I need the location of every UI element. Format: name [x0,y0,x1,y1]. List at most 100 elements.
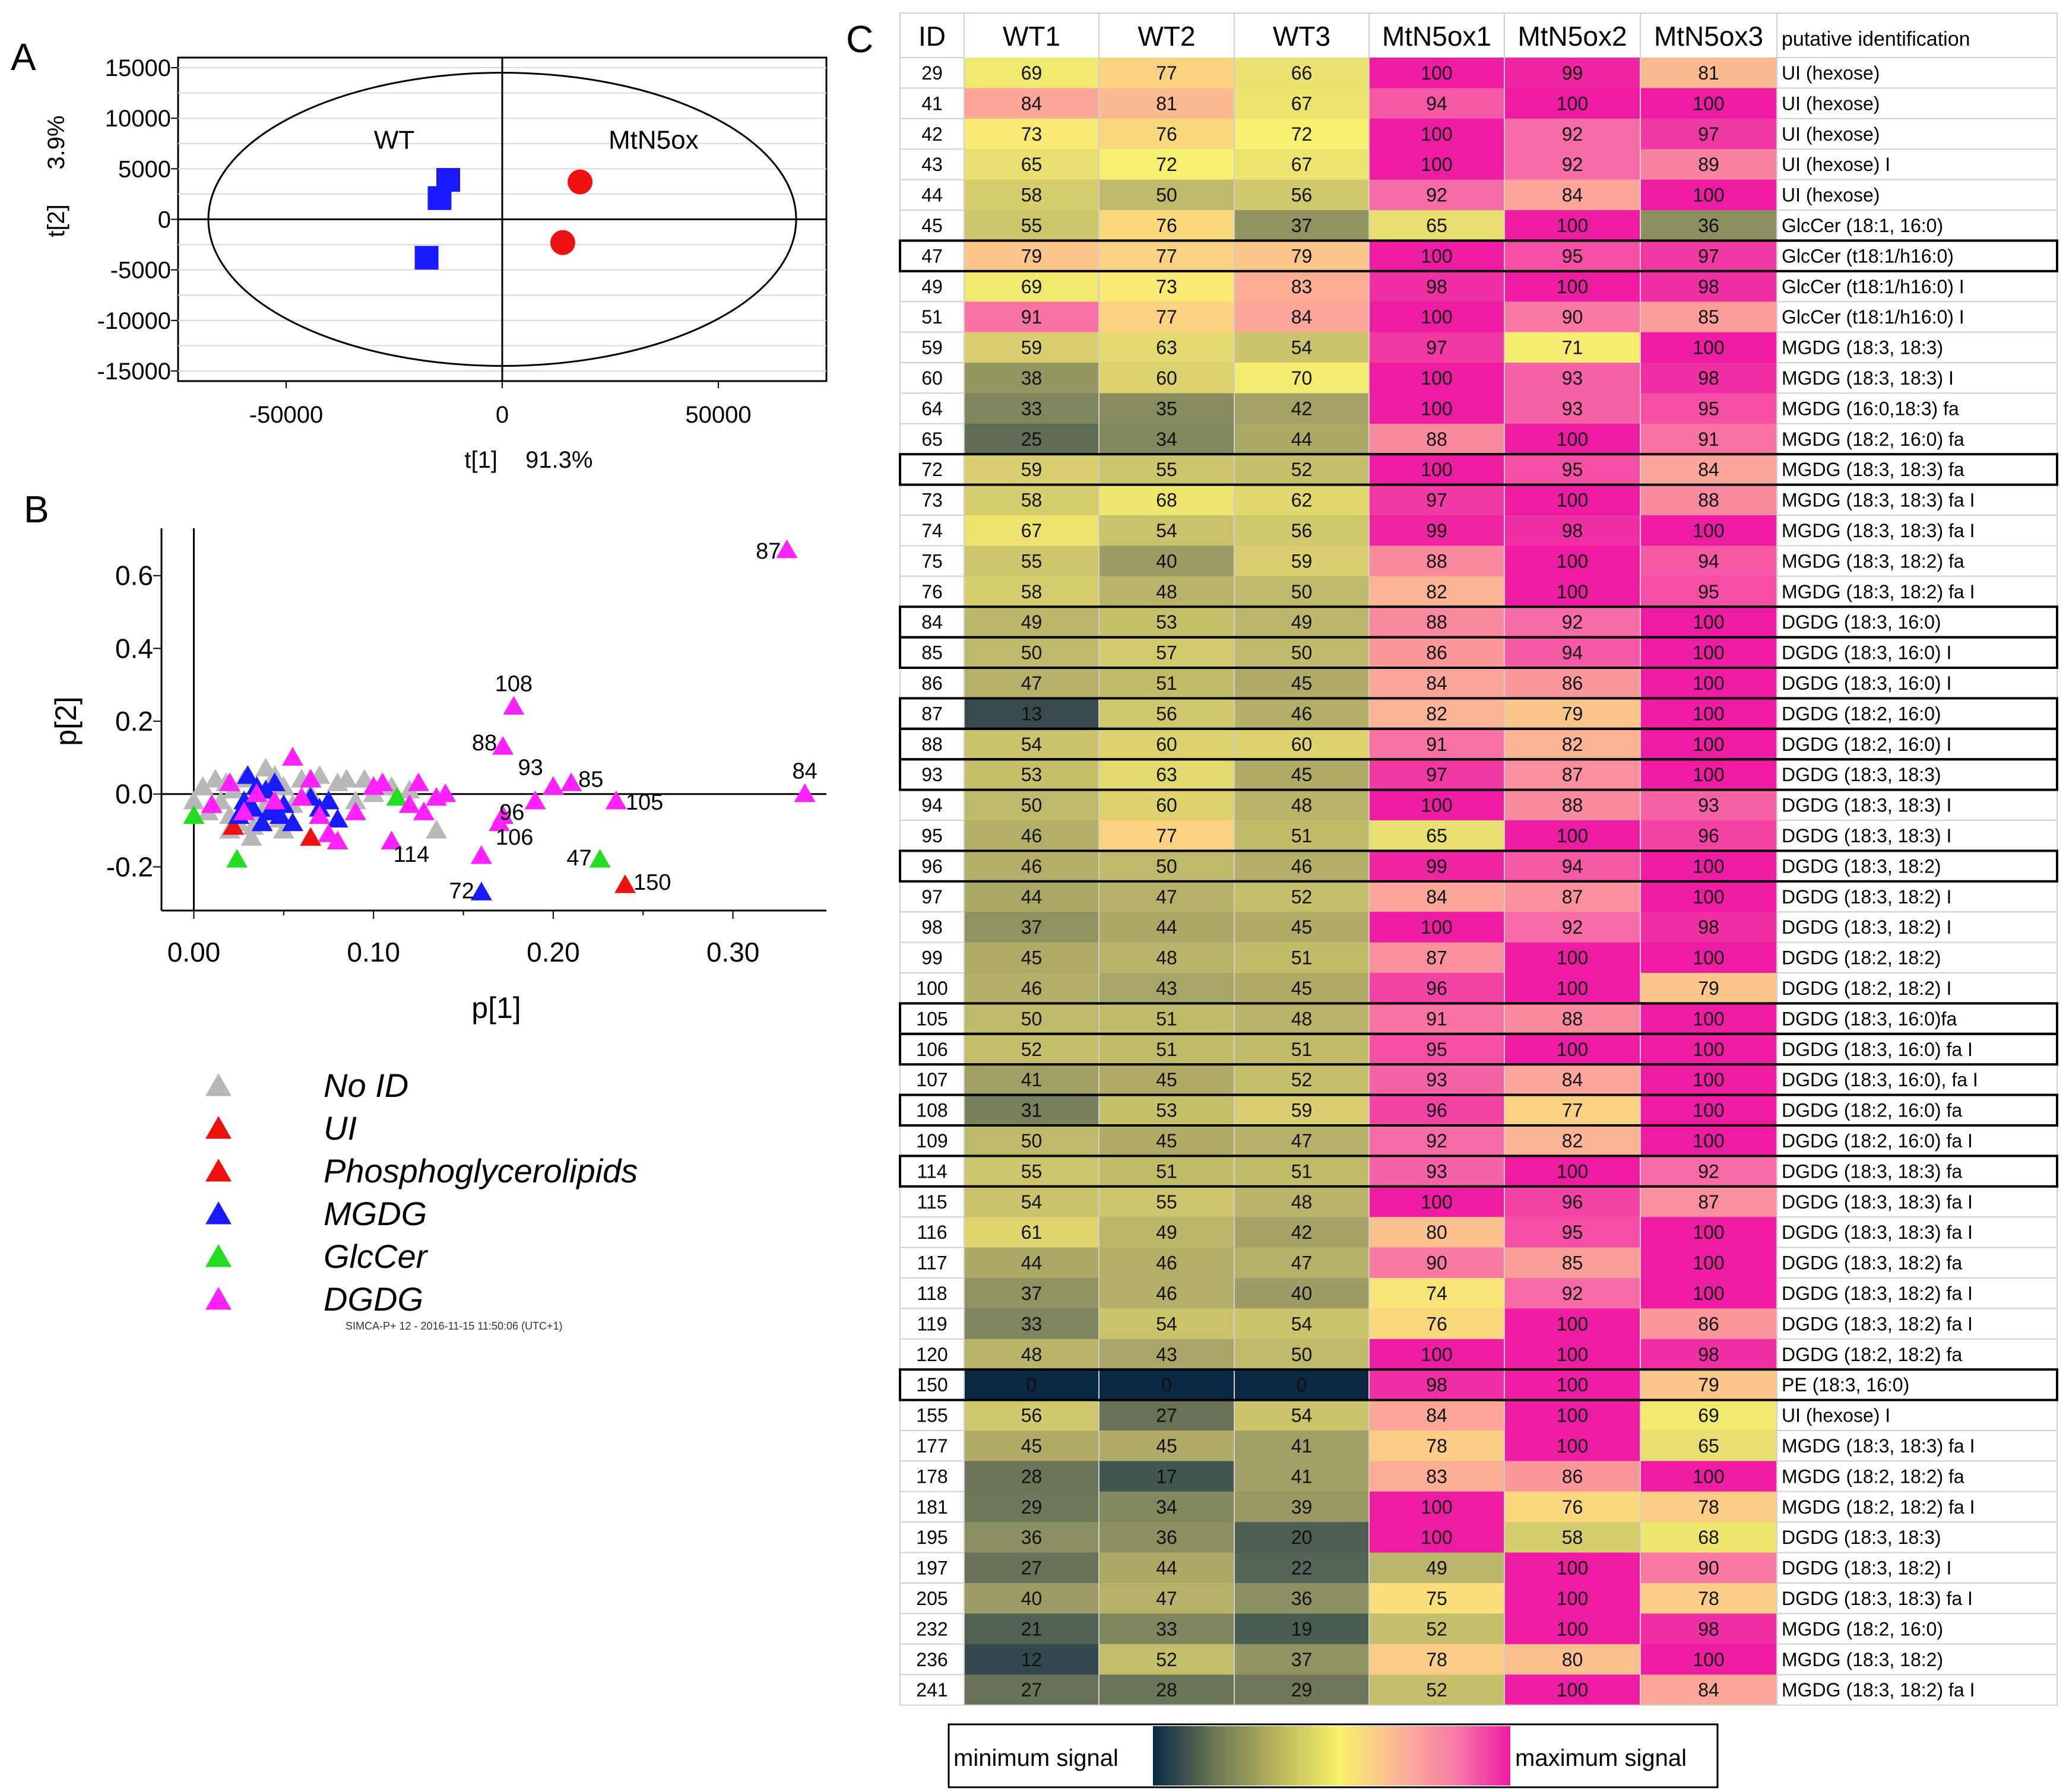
heatmap-cell-value: 85 [1562,1252,1583,1274]
heatmap-cell [964,545,1099,577]
heatmap-cell [1234,454,1369,486]
heatmap-cell-value: 65 [1426,215,1447,236]
heatmap-cell [1640,515,1777,546]
heatmap-cell-value: 96 [1562,1191,1583,1213]
heatmap-row-identification: DGDG (18:3, 18:3) I [1782,795,1951,816]
heatmap-row-identification: UI (hexose) I [1782,1405,1890,1426]
heatmap-cell-value: 72 [1291,123,1313,145]
heatmap-cell [1369,393,1504,424]
heatmap-cell [1640,668,1777,699]
heatmap-cell-value: 45 [1021,947,1042,969]
heatmap-cell-value: 94 [1426,93,1447,114]
heatmap-cell-value: 88 [1426,611,1447,633]
heatmap-cell [964,668,1099,699]
heatmap-cell-value: 72 [1156,154,1177,175]
heatmap-cell [964,515,1099,546]
heatmap-cell-value: 52 [1426,1679,1447,1701]
heatmap-cell-value: 100 [1693,1039,1724,1060]
heatmap-cell-value: 92 [1562,916,1583,938]
heatmap-cell-value: 93 [1562,398,1583,419]
heatmap-cell-value: 33 [1156,1618,1177,1639]
heatmap-cell-value: 54 [1156,520,1177,541]
heatmap-cell [1234,1369,1369,1401]
loading-point-mgdg [264,772,286,791]
heatmap-cell [1234,1217,1369,1248]
heatmap-cell [1369,851,1504,882]
heatmap-cell [1640,1583,1777,1614]
heatmap-cell-value: 50 [1291,642,1313,664]
heatmap-row-identification: MGDG (18:3, 18:2) fa [1782,550,1964,572]
heatmap-row-id: 197 [916,1558,948,1579]
heatmap-column-header: MtN5ox3 [1654,21,1763,52]
heatmap-row-id: 29 [921,62,943,84]
heatmap-row-id: 93 [921,764,943,785]
heatmap-cell [1504,515,1640,546]
heatmap-cell [1234,271,1369,302]
heatmap-cell-value: 95 [1562,245,1583,267]
heatmap-cell-value: 45 [1291,978,1313,999]
loading-plot-legend: No ID UI Phosphoglycerolipids MGDG GlcCer DGD… [205,1067,638,1318]
loading-point-dgdg [398,794,420,813]
heatmap-cell [1640,58,1777,88]
heatmap-cell-value: 84 [1426,886,1447,908]
heatmap-column-header: putative identification [1782,28,1970,50]
loading-point-label: 87 [756,539,781,564]
heatmap-cell-value: 40 [1021,1588,1042,1609]
heatmap-cell-value: 98 [1698,1344,1719,1365]
heatmap-cell [964,1308,1099,1340]
loading-point-dgdg [560,772,582,791]
heatmap-cell [1234,789,1369,821]
heatmap-cell-value: 46 [1291,855,1313,877]
heatmap-cell [964,454,1099,486]
heatmap-cell-value: 100 [1693,1100,1724,1121]
heatmap-cell [1640,118,1777,150]
heatmap-cell-value: 55 [1021,215,1042,236]
heatmap-row-id: 120 [916,1344,948,1365]
loading-point-dgdg [435,783,457,803]
heatmap-cell [1504,912,1640,943]
heatmap-cell-value: 19 [1291,1618,1313,1639]
heatmap-cell [1099,179,1234,211]
heatmap-cell-value: 12 [1021,1649,1042,1670]
heatmap-cell-value: 87 [1562,886,1583,908]
heatmap-cell [1099,637,1234,668]
heatmap-row-id: 49 [921,276,943,297]
loading-point-dgdg [413,801,435,820]
heatmap-cell-value: 50 [1021,1008,1042,1029]
loading-point-label: 85 [578,767,603,792]
heatmap-row-id: 116 [917,1222,947,1243]
heatmap-cell [1099,363,1234,394]
heatmap-cell [1640,393,1777,424]
heatmap-cell-value: 100 [1557,581,1588,602]
heatmap-cell [1099,698,1234,730]
heatmap-cell [1369,545,1504,577]
legend-marker-dgdg [205,1287,232,1310]
heatmap-row-identification: DGDG (18:3, 16:0)fa [1782,1008,1957,1029]
heatmap-row-identification: GlcCer (t18:1/h16:0) I [1782,306,1964,328]
heatmap-cell [1369,88,1504,119]
heatmap-cell-value: 33 [1021,1313,1042,1334]
heatmap-cell-value: 93 [1698,795,1719,816]
heatmap-cell-value: 98 [1562,520,1583,541]
heatmap-cell-value: 100 [1693,764,1724,785]
heatmap-cell [1640,423,1777,455]
heatmap-cell [1099,1522,1234,1553]
heatmap-row-identification: DGDG (18:3, 18:3) [1782,1527,1941,1548]
heatmap-cell [1369,1217,1504,1248]
heatmap-cell [964,423,1099,455]
heatmap-cell-value: 27 [1021,1558,1042,1579]
heatmap-cell-value: 93 [1426,1069,1447,1090]
heatmap-cell-value: 56 [1021,1405,1042,1426]
heatmap-cell [1640,607,1777,638]
heatmap-row-id: 75 [921,550,943,572]
heatmap-row-identification: DGDG (18:3, 16:0) I [1782,642,1951,664]
heatmap-cell [1640,820,1777,851]
heatmap-cell [1234,1583,1369,1614]
loading-point-label: 72 [449,878,474,903]
heatmap-cell-value: 0 [1297,1374,1307,1395]
heatmap-cell-value: 54 [1291,1313,1313,1334]
heatmap-cell [1369,1674,1504,1706]
heatmap-row-id: 72 [921,459,943,480]
heatmap-cell-value: 100 [1693,337,1724,359]
heatmap-row-id: 117 [917,1252,947,1274]
